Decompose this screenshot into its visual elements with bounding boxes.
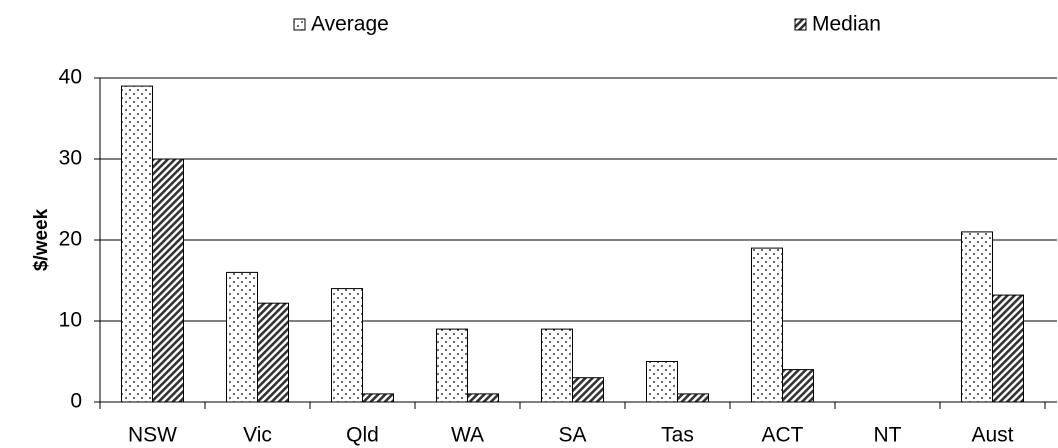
bar [782, 369, 814, 403]
bar [436, 328, 468, 403]
y-tick-label: 10 [59, 309, 82, 332]
bar [331, 288, 363, 403]
bar [467, 393, 499, 403]
bar [226, 271, 258, 403]
bar [541, 328, 573, 403]
legend-swatch [293, 18, 306, 31]
x-tick-label: NT [874, 424, 902, 447]
y-tick-label: 40 [59, 66, 82, 89]
bar [646, 361, 678, 403]
bar [992, 294, 1024, 403]
x-tick-label: WA [451, 424, 484, 447]
bar [961, 231, 993, 403]
x-tick-label: Vic [243, 424, 272, 447]
x-tick-label: NSW [128, 424, 177, 447]
y-axis-label: $/week [31, 208, 52, 271]
bar [362, 393, 394, 403]
y-tick-label: 0 [70, 390, 82, 413]
x-tick-label: ACT [762, 424, 804, 447]
bar [121, 85, 153, 403]
x-tick-label: SA [558, 424, 586, 447]
x-tick-label: Aust [971, 424, 1013, 447]
legend-label: Average [311, 13, 389, 36]
legend-swatch [794, 18, 807, 31]
y-tick-label: 30 [59, 147, 82, 170]
bar [572, 377, 604, 403]
bar [257, 302, 289, 403]
bar [152, 158, 184, 403]
x-tick-label: Qld [346, 424, 379, 447]
bar [677, 393, 709, 403]
legend-label: Median [812, 13, 881, 36]
y-tick-label: 20 [59, 228, 82, 251]
bar [751, 247, 783, 403]
x-tick-label: Tas [661, 424, 694, 447]
